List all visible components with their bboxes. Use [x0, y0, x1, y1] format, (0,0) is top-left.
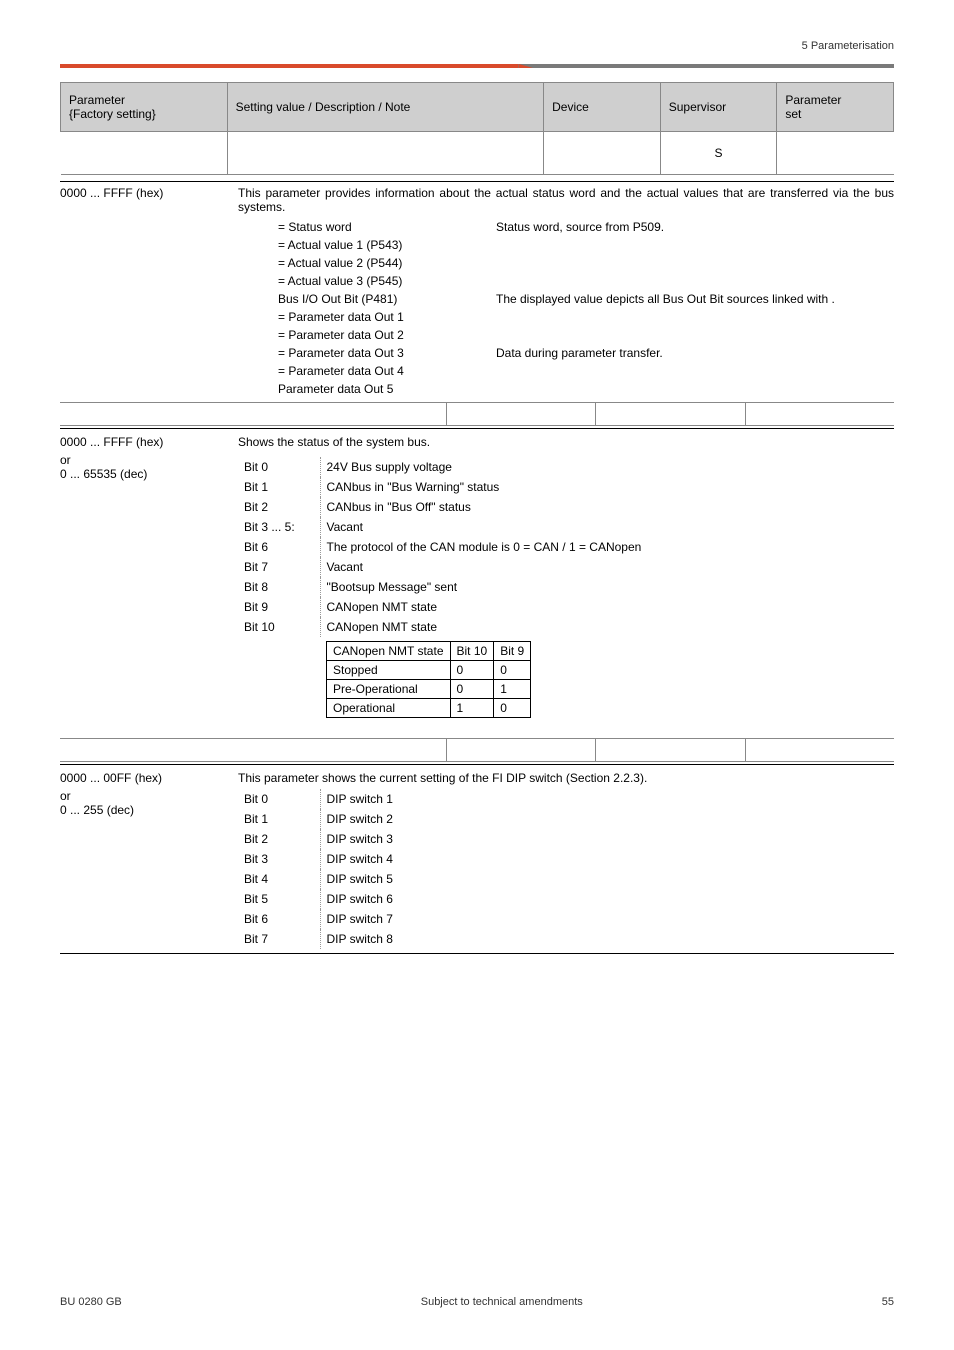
status-item-label: = Actual value 1 (P543)	[278, 238, 478, 252]
accent-bar	[60, 64, 894, 68]
bit-label: Bit 1	[238, 477, 320, 497]
supervisor-value: S	[660, 132, 777, 175]
param-header-table: Parameter {Factory setting} Setting valu…	[60, 82, 894, 175]
dip-bit-label: Bit 7	[238, 929, 320, 949]
dip-bit-label: Bit 5	[238, 889, 320, 909]
footer-right: 55	[882, 1296, 894, 1308]
dip-bit-text: DIP switch 7	[320, 909, 894, 929]
col-parameter-set: Parameter set	[777, 83, 894, 132]
nmt-head: Bit 9	[494, 642, 531, 661]
dip-bit-text: DIP switch 6	[320, 889, 894, 909]
nmt-head: CANopen NMT state	[327, 642, 451, 661]
dip-bit-label: Bit 6	[238, 909, 320, 929]
block2-bit-table: Bit 024V Bus supply voltageBit 1CANbus i…	[238, 457, 894, 637]
range-dec-2: 0 ... 65535 (dec)	[60, 467, 220, 481]
nmt-cell: 0	[450, 661, 494, 680]
bit-text: CANopen NMT state	[320, 617, 894, 637]
bit-text: Vacant	[320, 517, 894, 537]
range-hex-2: 0000 ... FFFF (hex)	[60, 435, 220, 449]
dip-bit-label: Bit 1	[238, 809, 320, 829]
bit-text: Vacant	[320, 557, 894, 577]
status-item-label: = Status word	[278, 220, 478, 234]
status-item-label: = Parameter data Out 4	[278, 364, 478, 378]
page-section-header: 5 Parameterisation	[60, 40, 894, 64]
bit-text: CANbus in "Bus Warning" status	[320, 477, 894, 497]
footer-center: Subject to technical amendments	[421, 1296, 583, 1308]
status-item-label: = Parameter data Out 2	[278, 328, 478, 342]
block2-intro: Shows the status of the system bus.	[238, 435, 894, 449]
nmt-head: Bit 10	[450, 642, 494, 661]
bit-label: Bit 7	[238, 557, 320, 577]
bit-label: Bit 0	[238, 457, 320, 477]
spacer-row-2	[60, 738, 894, 762]
status-item-desc	[496, 364, 894, 378]
nmt-cell: Stopped	[327, 661, 451, 680]
bit-text: CANbus in "Bus Off" status	[320, 497, 894, 517]
bit-label: Bit 2	[238, 497, 320, 517]
nmt-cell: 0	[494, 661, 531, 680]
status-item-label: = Actual value 2 (P544)	[278, 256, 478, 270]
status-item-desc	[496, 382, 894, 396]
dip-bit-label: Bit 0	[238, 789, 320, 809]
dip-bit-label: Bit 4	[238, 869, 320, 889]
dip-bit-text: DIP switch 3	[320, 829, 894, 849]
status-item-desc	[496, 274, 894, 288]
or-label-2: or	[60, 789, 220, 803]
status-item-desc: The displayed value depicts all Bus Out …	[496, 292, 894, 306]
nmt-cell: 0	[450, 680, 494, 699]
bit-label: Bit 9	[238, 597, 320, 617]
nmt-cell: Pre-Operational	[327, 680, 451, 699]
bit-label: Bit 10	[238, 617, 320, 637]
status-item-label: = Parameter data Out 1	[278, 310, 478, 324]
dip-bit-text: DIP switch 5	[320, 869, 894, 889]
dip-bit-text: DIP switch 4	[320, 849, 894, 869]
status-item-desc	[496, 310, 894, 324]
block3-intro: This parameter shows the current setting…	[238, 771, 894, 785]
col-device: Device	[544, 83, 661, 132]
bit-label: Bit 3 ... 5:	[238, 517, 320, 537]
nmt-state-table: CANopen NMT stateBit 10Bit 9Stopped00Pre…	[326, 641, 531, 718]
dip-bit-text: DIP switch 2	[320, 809, 894, 829]
status-item-desc: Data during parameter transfer.	[496, 346, 894, 360]
bit-text: The protocol of the CAN module is 0 = CA…	[320, 537, 894, 557]
col-parameter: Parameter {Factory setting}	[61, 83, 228, 132]
or-label-1: or	[60, 453, 220, 467]
bit-text: 24V Bus supply voltage	[320, 457, 894, 477]
nmt-cell: Operational	[327, 699, 451, 718]
spacer-row-1	[60, 402, 894, 426]
dip-bit-label: Bit 3	[238, 849, 320, 869]
dip-bit-label: Bit 2	[238, 829, 320, 849]
dip-bit-text: DIP switch 1	[320, 789, 894, 809]
status-item-desc	[496, 238, 894, 252]
bit-text: CANopen NMT state	[320, 597, 894, 617]
status-item-label: = Actual value 3 (P545)	[278, 274, 478, 288]
dip-bit-text: DIP switch 8	[320, 929, 894, 949]
page-footer: BU 0280 GB Subject to technical amendmen…	[60, 1296, 894, 1308]
nmt-cell: 1	[450, 699, 494, 718]
status-item-desc	[496, 328, 894, 342]
block3-dip-table: Bit 0DIP switch 1Bit 1DIP switch 2Bit 2D…	[238, 789, 894, 949]
nmt-cell: 1	[494, 680, 531, 699]
range-hex-3: 0000 ... 00FF (hex)	[60, 771, 220, 785]
status-item-label: Parameter data Out 5	[278, 382, 478, 396]
status-item-label: = Parameter data Out 3	[278, 346, 478, 360]
range-dec-3: 0 ... 255 (dec)	[60, 803, 220, 817]
status-item-desc: Status word, source from P509.	[496, 220, 894, 234]
status-item-label: Bus I/O Out Bit (P481)	[278, 292, 478, 306]
block1-intro: This parameter provides information abou…	[238, 186, 894, 214]
status-item-desc	[496, 256, 894, 270]
bit-label: Bit 8	[238, 577, 320, 597]
col-supervisor: Supervisor	[660, 83, 777, 132]
range-hex-1: 0000 ... FFFF (hex)	[60, 186, 220, 200]
nmt-cell: 0	[494, 699, 531, 718]
col-setting: Setting value / Description / Note	[227, 83, 544, 132]
bit-text: "Bootsup Message" sent	[320, 577, 894, 597]
bit-label: Bit 6	[238, 537, 320, 557]
footer-left: BU 0280 GB	[60, 1296, 122, 1308]
